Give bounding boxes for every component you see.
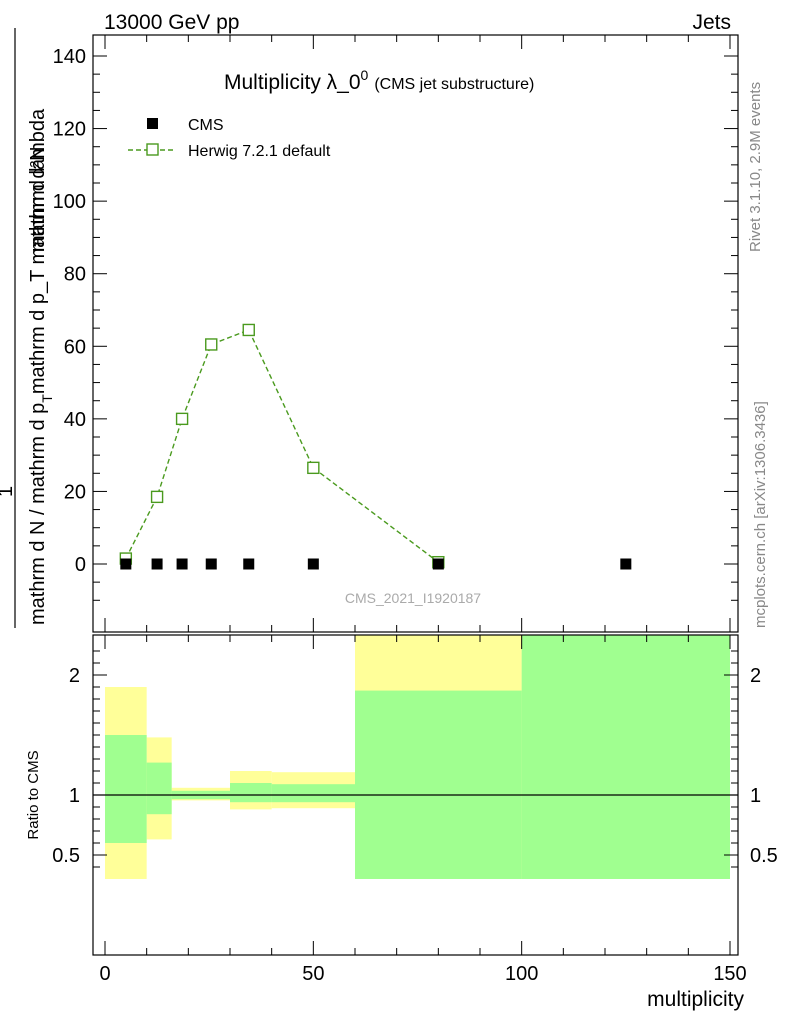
x-tick-label: 50 bbox=[302, 963, 324, 985]
ratio-y-label: Ratio to CMS bbox=[25, 750, 42, 839]
mc-series-line bbox=[125, 329, 439, 563]
legend-data-label: CMS bbox=[188, 117, 224, 134]
ratio-frame bbox=[92, 634, 739, 956]
herwig-mc-point bbox=[175, 412, 189, 426]
ratio-band-inner bbox=[521, 635, 730, 879]
legend: CMS Herwig 7.2.1 default bbox=[128, 117, 331, 160]
ratio-x-axis: 0 50 100 150 bbox=[99, 635, 747, 985]
x-tick-label: 0 bbox=[99, 963, 110, 985]
ratio-y-tick-label: 2 bbox=[69, 665, 80, 687]
main-panel: Multiplicity λ_00(CMS jet substructure) … bbox=[0, 28, 739, 633]
cms-data-point bbox=[432, 558, 444, 570]
herwig-mc-point bbox=[307, 461, 320, 475]
ratio-panel: 0.5 0.5 1 1 2 2 0 50 100 150 Ratio to CMS multip… bbox=[25, 634, 778, 1011]
x-tick-label: 150 bbox=[713, 963, 746, 985]
y-label-top: mathrm d²N bbox=[27, 146, 49, 252]
ratio-y-tick-label-right: 2 bbox=[750, 665, 761, 687]
y-label-denominator: mathrm d N / mathrm d pTmathrm d p_T mat… bbox=[27, 108, 55, 625]
header-process: Jets bbox=[692, 11, 731, 34]
main-y-tick-label: 0 bbox=[75, 554, 86, 576]
cms-data-point bbox=[151, 558, 163, 570]
cms-data-point bbox=[120, 558, 132, 570]
cms-data-point bbox=[620, 558, 632, 570]
ratio-band-inner bbox=[230, 783, 272, 803]
main-y-axis: 0 20 40 60 80 100 120 140 bbox=[53, 46, 738, 601]
analysis-watermark: CMS_2021_I1920187 bbox=[345, 590, 481, 606]
main-y-tick-label: 20 bbox=[64, 481, 86, 503]
ratio-band-inner bbox=[146, 762, 172, 815]
herwig-mc-point bbox=[150, 490, 164, 504]
main-x-ticks bbox=[104, 35, 731, 632]
ratio-band-inner bbox=[105, 735, 147, 843]
cms-data-point bbox=[176, 558, 188, 570]
ratio-y-axis: 0.5 0.5 1 1 2 2 bbox=[52, 650, 778, 868]
ratio-band-inner bbox=[355, 690, 522, 879]
herwig-mc-point bbox=[242, 323, 255, 337]
x-tick-label: 100 bbox=[505, 963, 538, 985]
ratio-y-tick-label-right: 1 bbox=[750, 785, 761, 807]
main-frame bbox=[92, 34, 739, 633]
main-y-tick-label: 140 bbox=[53, 46, 86, 68]
y-label-prefix: 1 bbox=[0, 486, 17, 497]
mcplots-label: mcplots.cern.ch [arXiv:1306.3436] bbox=[752, 401, 769, 628]
main-y-tick-label: 120 bbox=[53, 119, 86, 141]
main-y-tick-label: 60 bbox=[64, 336, 86, 358]
x-axis-label: multiplicity bbox=[647, 988, 744, 1011]
legend-data-marker bbox=[147, 118, 158, 129]
main-y-axis-label: mathrm d²N mathrm d N / mathrm d pTmathr… bbox=[0, 28, 55, 628]
main-y-tick-label: 80 bbox=[64, 264, 86, 286]
header-energy: 13000 GeV pp bbox=[104, 11, 239, 34]
main-y-tick-label: 100 bbox=[53, 191, 86, 213]
ratio-y-tick-label: 1 bbox=[69, 785, 80, 807]
ratio-y-tick-label-right: 0.5 bbox=[750, 845, 778, 867]
main-y-tick-label: 40 bbox=[64, 409, 86, 431]
ratio-y-tick-label: 0.5 bbox=[52, 845, 80, 867]
plot-title: Multiplicity λ_00(CMS jet substructure) bbox=[224, 67, 534, 94]
rivet-version-label: Rivet 3.1.10, 2.9M events bbox=[747, 82, 764, 252]
ratio-band-inner bbox=[271, 784, 355, 803]
legend-mc-marker bbox=[146, 143, 159, 156]
cms-data-point bbox=[307, 558, 319, 570]
herwig-mc-point bbox=[205, 338, 218, 351]
cms-data-point bbox=[205, 558, 217, 570]
legend-mc-label: Herwig 7.2.1 default bbox=[188, 143, 331, 160]
cms-data-point bbox=[243, 558, 255, 570]
